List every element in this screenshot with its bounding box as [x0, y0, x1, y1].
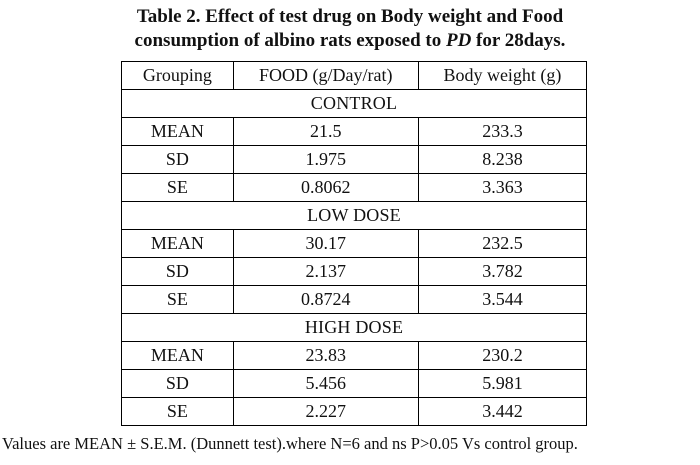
weight-value: 5.981 — [417, 369, 588, 398]
weight-value: 3.363 — [417, 173, 588, 202]
stat-label: MEAN — [121, 341, 234, 370]
table-row: MEAN 21.5 233.3 — [121, 117, 588, 146]
stat-label: SE — [121, 285, 234, 314]
caption-line-2-end: for 28days. — [471, 30, 566, 51]
food-value: 30.17 — [232, 229, 419, 258]
caption-italic-term: PD — [445, 30, 472, 51]
table-row: MEAN 30.17 232.5 — [121, 229, 588, 258]
caption-line-2: consumption of albino rats exposed to PD… — [0, 29, 700, 53]
weight-value: 3.544 — [417, 285, 588, 314]
table-row: SE 2.227 3.442 — [121, 397, 588, 426]
weight-value: 232.5 — [417, 229, 588, 258]
table-row: MEAN 23.83 230.2 — [121, 341, 588, 370]
weight-value: 3.442 — [417, 397, 588, 426]
weight-value: 3.782 — [417, 257, 588, 286]
food-value: 0.8062 — [232, 173, 419, 202]
food-value: 2.137 — [232, 257, 419, 286]
group-row-low-dose: LOW DOSE — [121, 201, 587, 230]
stat-label: MEAN — [121, 229, 234, 258]
weight-value: 8.238 — [417, 145, 588, 174]
stat-label: MEAN — [121, 117, 234, 146]
stat-label: SD — [121, 369, 234, 398]
header-row: Grouping FOOD (g/Day/rat) Body weight (g… — [121, 61, 588, 90]
weight-value: 233.3 — [417, 117, 588, 146]
table-row: SD 5.456 5.981 — [121, 369, 588, 398]
header-grouping: Grouping — [121, 61, 234, 90]
food-value: 2.227 — [232, 397, 419, 426]
food-value: 5.456 — [232, 369, 419, 398]
stat-label: SE — [121, 173, 234, 202]
table-row: SD 2.137 3.782 — [121, 257, 588, 286]
stat-label: SD — [121, 257, 234, 286]
table-row: SE 0.8724 3.544 — [121, 285, 588, 314]
food-value: 0.8724 — [232, 285, 419, 314]
table-row: SD 1.975 8.238 — [121, 145, 588, 174]
stat-label: SE — [121, 397, 234, 426]
table-footnote: Values are MEAN ± S.E.M. (Dunnett test).… — [2, 434, 578, 453]
group-row-control: CONTROL — [121, 89, 587, 118]
food-value: 21.5 — [232, 117, 419, 146]
caption-line-2-start: consumption of albino rats exposed to — [134, 30, 446, 51]
group-label: CONTROL — [121, 89, 587, 118]
stat-label: SD — [121, 145, 234, 174]
group-row-high-dose: HIGH DOSE — [121, 313, 587, 342]
food-value: 1.975 — [232, 145, 419, 174]
header-body-weight: Body weight (g) — [417, 61, 588, 90]
food-value: 23.83 — [232, 341, 419, 370]
table-row: SE 0.8062 3.363 — [121, 173, 588, 202]
group-label: LOW DOSE — [121, 201, 587, 230]
results-table: Grouping FOOD (g/Day/rat) Body weight (g… — [121, 61, 588, 426]
weight-value: 230.2 — [417, 341, 588, 370]
group-label: HIGH DOSE — [121, 313, 587, 342]
caption-line-1: Table 2. Effect of test drug on Body wei… — [136, 6, 564, 27]
table-caption: Table 2. Effect of test drug on Body wei… — [0, 5, 700, 53]
header-food: FOOD (g/Day/rat) — [232, 61, 419, 90]
